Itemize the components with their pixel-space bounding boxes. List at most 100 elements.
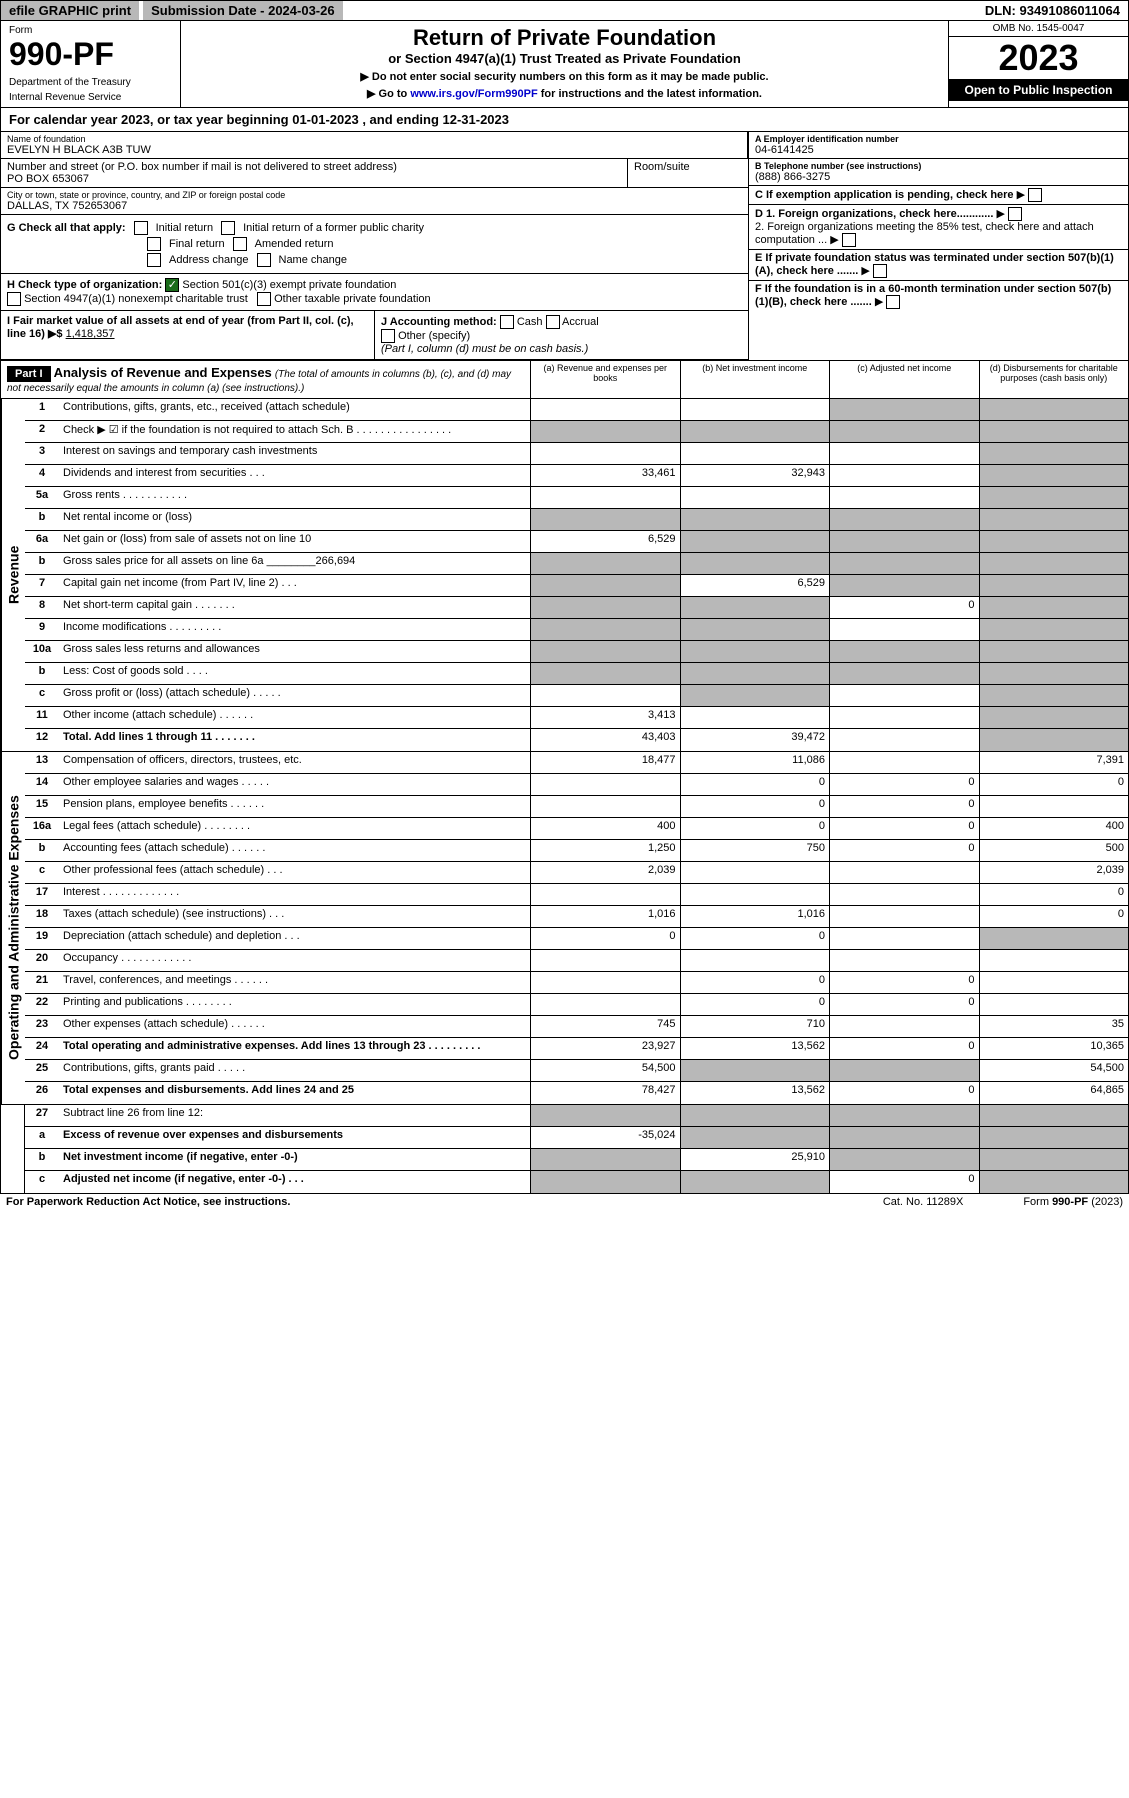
dept-irs: Internal Revenue Service xyxy=(9,92,172,103)
f-checkbox[interactable] xyxy=(886,295,900,309)
part1-title: Analysis of Revenue and Expenses xyxy=(54,365,272,380)
dln: DLN: 93491086011064 xyxy=(977,1,1128,20)
table-row: cAdjusted net income (if negative, enter… xyxy=(25,1171,1128,1193)
form990pf-link[interactable]: www.irs.gov/Form990PF xyxy=(410,88,537,100)
table-row: 8Net short-term capital gain . . . . . .… xyxy=(25,597,1128,619)
table-row: bNet rental income or (loss) xyxy=(25,509,1128,531)
name-change-checkbox[interactable] xyxy=(257,253,271,267)
h-checks: H Check type of organization: Section 50… xyxy=(1,274,748,311)
table-row: 13Compensation of officers, directors, t… xyxy=(25,752,1128,774)
omb-number: OMB No. 1545-0047 xyxy=(949,21,1128,37)
instr-1: ▶ Do not enter social security numbers o… xyxy=(189,70,940,83)
other-taxable-checkbox[interactable] xyxy=(257,292,271,306)
address: PO BOX 653067 xyxy=(7,173,621,185)
j-cell: J Accounting method: Cash Accrual Other … xyxy=(375,311,748,359)
initial-return-former-checkbox[interactable] xyxy=(221,221,235,235)
g-label: G Check all that apply: xyxy=(7,222,126,234)
table-row: 14Other employee salaries and wages . . … xyxy=(25,774,1128,796)
part1-label: Part I xyxy=(7,366,51,382)
revenue-label: Revenue xyxy=(1,399,25,751)
c-checkbox[interactable] xyxy=(1028,188,1042,202)
table-row: 16aLegal fees (attach schedule) . . . . … xyxy=(25,818,1128,840)
final-return-checkbox[interactable] xyxy=(147,237,161,251)
city-state-zip: DALLAS, TX 752653067 xyxy=(7,200,742,212)
b-label: B Telephone number (see instructions) xyxy=(755,161,1122,171)
expenses-grid: Operating and Administrative Expenses 13… xyxy=(0,752,1129,1105)
form-number: 990-PF xyxy=(9,36,172,73)
a-label: A Employer identification number xyxy=(755,134,1122,144)
table-row: 7Capital gain net income (from Part IV, … xyxy=(25,575,1128,597)
table-row: 22Printing and publications . . . . . . … xyxy=(25,994,1128,1016)
table-row: 17Interest . . . . . . . . . . . . .0 xyxy=(25,884,1128,906)
accrual-checkbox[interactable] xyxy=(546,315,560,329)
i-cell: I Fair market value of all assets at end… xyxy=(1,311,375,359)
table-row: 2Check ▶ ☑ if the foundation is not requ… xyxy=(25,421,1128,443)
phone: (888) 866-3275 xyxy=(755,171,1122,183)
e-label: E If private foundation status was termi… xyxy=(755,252,1114,277)
tax-year: 2023 xyxy=(949,37,1128,79)
city-label: City or town, state or province, country… xyxy=(7,190,742,200)
table-row: 23Other expenses (attach schedule) . . .… xyxy=(25,1016,1128,1038)
efile-label: efile GRAPHIC print xyxy=(1,1,139,20)
bottom-grid: 27Subtract line 26 from line 12:aExcess … xyxy=(0,1105,1129,1194)
submission-date: Submission Date - 2024-03-26 xyxy=(143,1,343,20)
d2-label: 2. Foreign organizations meeting the 85%… xyxy=(755,221,1094,246)
paperwork-notice: For Paperwork Reduction Act Notice, see … xyxy=(6,1196,290,1208)
col-c-head: (c) Adjusted net income xyxy=(830,361,980,398)
d1-label: D 1. Foreign organizations, check here..… xyxy=(755,208,993,220)
address-change-checkbox[interactable] xyxy=(147,253,161,267)
cash-checkbox[interactable] xyxy=(500,315,514,329)
table-row: bNet investment income (if negative, ent… xyxy=(25,1149,1128,1171)
col-d-head: (d) Disbursements for charitable purpose… xyxy=(980,361,1129,398)
table-row: cGross profit or (loss) (attach schedule… xyxy=(25,685,1128,707)
4947a1-checkbox[interactable] xyxy=(7,292,21,306)
footer: For Paperwork Reduction Act Notice, see … xyxy=(0,1194,1129,1210)
e-checkbox[interactable] xyxy=(873,264,887,278)
f-label: F If the foundation is in a 60-month ter… xyxy=(755,283,1111,308)
form-label: Form xyxy=(9,25,172,36)
ein: 04-6141425 xyxy=(755,144,1122,156)
col-a-head: (a) Revenue and expenses per books xyxy=(531,361,681,398)
amended-return-checkbox[interactable] xyxy=(233,237,247,251)
title-box: Return of Private Foundation or Section … xyxy=(181,21,948,107)
room-label: Room/suite xyxy=(634,161,742,173)
expenses-label: Operating and Administrative Expenses xyxy=(1,752,25,1104)
table-row: 19Depreciation (attach schedule) and dep… xyxy=(25,928,1128,950)
addr-label: Number and street (or P.O. box number if… xyxy=(7,161,621,173)
h-label: H Check type of organization: xyxy=(7,279,162,291)
other-method-checkbox[interactable] xyxy=(381,329,395,343)
foundation-name: EVELYN H BLACK A3B TUW xyxy=(7,144,741,156)
part1-header: Part I Analysis of Revenue and Expenses … xyxy=(0,361,1129,399)
table-row: 27Subtract line 26 from line 12: xyxy=(25,1105,1128,1127)
table-row: 26Total expenses and disbursements. Add … xyxy=(25,1082,1128,1104)
revenue-grid: Revenue 1Contributions, gifts, grants, e… xyxy=(0,399,1129,752)
header: Form 990-PF Department of the Treasury I… xyxy=(0,21,1129,108)
form-box: Form 990-PF Department of the Treasury I… xyxy=(1,21,181,107)
table-row: 25Contributions, gifts, grants paid . . … xyxy=(25,1060,1128,1082)
table-row: cOther professional fees (attach schedul… xyxy=(25,862,1128,884)
top-bar: efile GRAPHIC print Submission Date - 20… xyxy=(0,0,1129,21)
d2-checkbox[interactable] xyxy=(842,233,856,247)
d1-checkbox[interactable] xyxy=(1008,207,1022,221)
table-row: 24Total operating and administrative exp… xyxy=(25,1038,1128,1060)
sub-title: or Section 4947(a)(1) Trust Treated as P… xyxy=(189,51,940,66)
form-ref: Form 990-PF (2023) xyxy=(1023,1196,1123,1208)
table-row: 20Occupancy . . . . . . . . . . . . xyxy=(25,950,1128,972)
g-checks: G Check all that apply: Initial return I… xyxy=(1,215,748,274)
table-row: 12Total. Add lines 1 through 11 . . . . … xyxy=(25,729,1128,751)
table-row: 18Taxes (attach schedule) (see instructi… xyxy=(25,906,1128,928)
open-inspection: Open to Public Inspection xyxy=(949,79,1128,101)
dept-treasury: Department of the Treasury xyxy=(9,77,172,88)
table-row: bLess: Cost of goods sold . . . . xyxy=(25,663,1128,685)
table-row: 4Dividends and interest from securities … xyxy=(25,465,1128,487)
info-grid: Name of foundation EVELYN H BLACK A3B TU… xyxy=(0,132,1129,361)
table-row: 10aGross sales less returns and allowanc… xyxy=(25,641,1128,663)
table-row: aExcess of revenue over expenses and dis… xyxy=(25,1127,1128,1149)
name-label: Name of foundation xyxy=(7,134,741,144)
501c3-checkbox[interactable] xyxy=(165,278,179,292)
year-box: OMB No. 1545-0047 2023 Open to Public In… xyxy=(948,21,1128,107)
cat-no: Cat. No. 11289X xyxy=(883,1196,964,1208)
calendar-year: For calendar year 2023, or tax year begi… xyxy=(0,108,1129,132)
initial-return-checkbox[interactable] xyxy=(134,221,148,235)
instr-2: ▶ Go to www.irs.gov/Form990PF for instru… xyxy=(189,87,940,100)
